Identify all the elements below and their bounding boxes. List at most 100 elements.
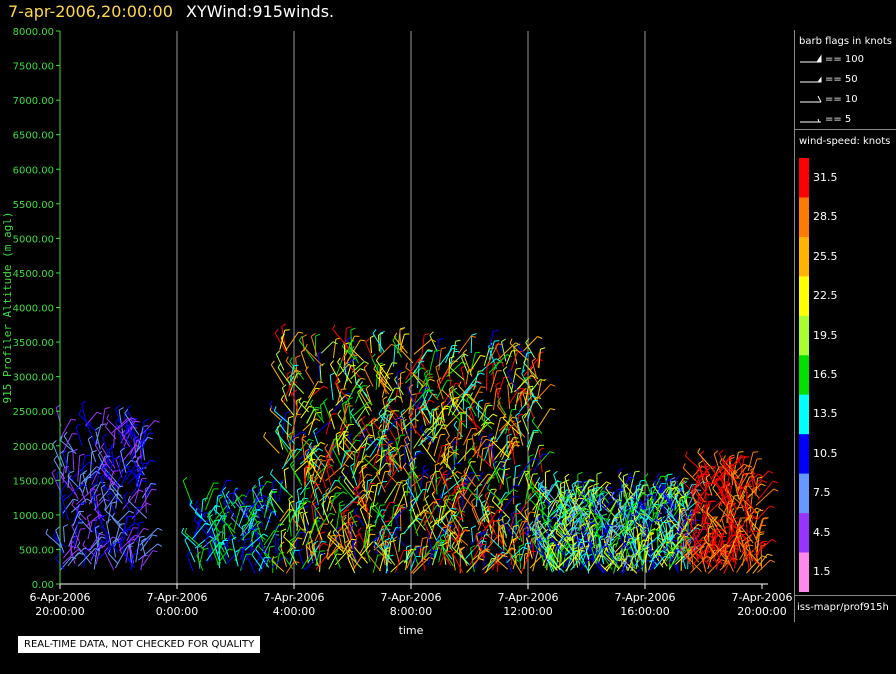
wind-barb: [381, 430, 383, 455]
wind-barb-flag: [511, 408, 517, 411]
wind-barb-flag: [426, 350, 433, 352]
wind-barb: [674, 525, 685, 539]
wind-barb: [461, 461, 472, 486]
wind-barb: [404, 548, 412, 564]
wind-barb: [488, 446, 491, 464]
wind-barb-flag: [574, 526, 580, 529]
wind-barb-flag: [709, 532, 715, 535]
wind-barb-flag: [443, 407, 449, 410]
wind-barb: [423, 482, 428, 501]
wind-barb: [743, 511, 755, 523]
wind-barb: [344, 529, 353, 550]
wind-barb: [526, 430, 534, 448]
wind-barb-flag: [691, 483, 695, 489]
wind-barb-flag: [429, 331, 434, 336]
wind-barb: [387, 411, 392, 431]
wind-barb: [312, 385, 324, 396]
wind-barb-flag: [100, 473, 105, 478]
wind-barb-flag: [511, 510, 516, 515]
wind-barb: [628, 513, 642, 526]
wind-barb: [350, 466, 358, 486]
wind-barb-flag: [369, 524, 375, 528]
wind-barb-flag: [315, 418, 321, 422]
speed-color-swatch: [799, 236, 809, 277]
wind-barb: [314, 509, 319, 532]
wind-barb: [418, 373, 429, 393]
wind-barb: [461, 357, 469, 375]
wind-barb-flag: [521, 369, 526, 374]
wind-barb-flag: [337, 528, 343, 532]
wind-barb-flag: [273, 530, 280, 533]
wind-barb-flag: [692, 528, 697, 533]
wind-barb: [110, 417, 129, 435]
wind-barb-flag: [480, 355, 486, 357]
wind-barb: [364, 497, 370, 519]
wind-barb: [474, 536, 486, 558]
wind-barb: [411, 475, 425, 487]
wind-barb: [86, 514, 101, 526]
wind-barb: [373, 546, 392, 565]
wind-barb-flag: [367, 401, 373, 406]
wind-barb: [636, 526, 641, 550]
wind-barb: [431, 424, 444, 443]
wind-barb-flag: [298, 548, 304, 552]
wind-barb-flag: [750, 472, 756, 477]
wind-barb-flag: [308, 442, 313, 447]
wind-barb: [652, 486, 669, 506]
wind-barb-flag: [330, 360, 334, 365]
wind-barb: [498, 517, 515, 538]
wind-barb: [520, 543, 527, 562]
wind-barb: [71, 525, 80, 542]
wind-barb-flag: [589, 479, 595, 481]
wind-barb: [375, 375, 392, 392]
wind-barb: [757, 480, 774, 501]
wind-barb-flag: [731, 469, 737, 474]
wind-barb-flag: [196, 551, 201, 556]
wind-barb-flag: [344, 525, 349, 530]
wind-barb: [375, 364, 379, 390]
wind-barb-flag: [645, 516, 651, 521]
wind-barb: [745, 508, 748, 535]
wind-barb: [343, 451, 354, 465]
wind-barb-flag: [435, 476, 441, 480]
wind-barb: [719, 462, 737, 483]
wind-barb: [710, 466, 720, 487]
wind-barb: [661, 551, 670, 566]
wind-barb: [421, 334, 425, 357]
wind-barb: [131, 502, 148, 520]
wind-barb: [62, 433, 73, 454]
wind-barb-flag: [342, 354, 346, 360]
wind-barb-flag: [504, 468, 510, 471]
wind-barb: [631, 492, 641, 515]
wind-barb: [669, 493, 686, 509]
wind-barb: [144, 488, 147, 513]
wind-barb: [304, 348, 324, 367]
wind-barb: [103, 460, 115, 474]
wind-barb: [486, 365, 488, 391]
wind-barb: [324, 447, 335, 464]
wind-barb-flag: [701, 504, 705, 510]
wind-barb-flag: [394, 387, 400, 390]
wind-barb-flag: [321, 540, 327, 543]
wind-barb: [451, 510, 461, 523]
wind-barb-flag: [82, 469, 88, 474]
wind-barb-flag: [223, 498, 227, 504]
wind-barb-flag: [137, 506, 143, 509]
wind-barb-flag: [463, 353, 469, 357]
wind-barb-flag: [72, 498, 79, 501]
speed-level-label: 22.5: [813, 289, 838, 303]
wind-barb-flag: [587, 485, 593, 489]
wind-barb: [335, 549, 349, 566]
wind-barb: [423, 404, 438, 422]
wind-barb-flag: [197, 544, 203, 549]
wind-barb-flag: [296, 448, 303, 451]
wind-barb: [513, 347, 518, 365]
wind-barb: [434, 464, 438, 483]
wind-barb: [287, 431, 302, 444]
wind-barb: [351, 361, 365, 373]
wind-barb-flag: [284, 329, 290, 331]
wind-barb: [682, 513, 695, 531]
wind-barb: [727, 495, 735, 520]
wind-barb: [118, 542, 131, 562]
wind-barb: [732, 531, 740, 553]
